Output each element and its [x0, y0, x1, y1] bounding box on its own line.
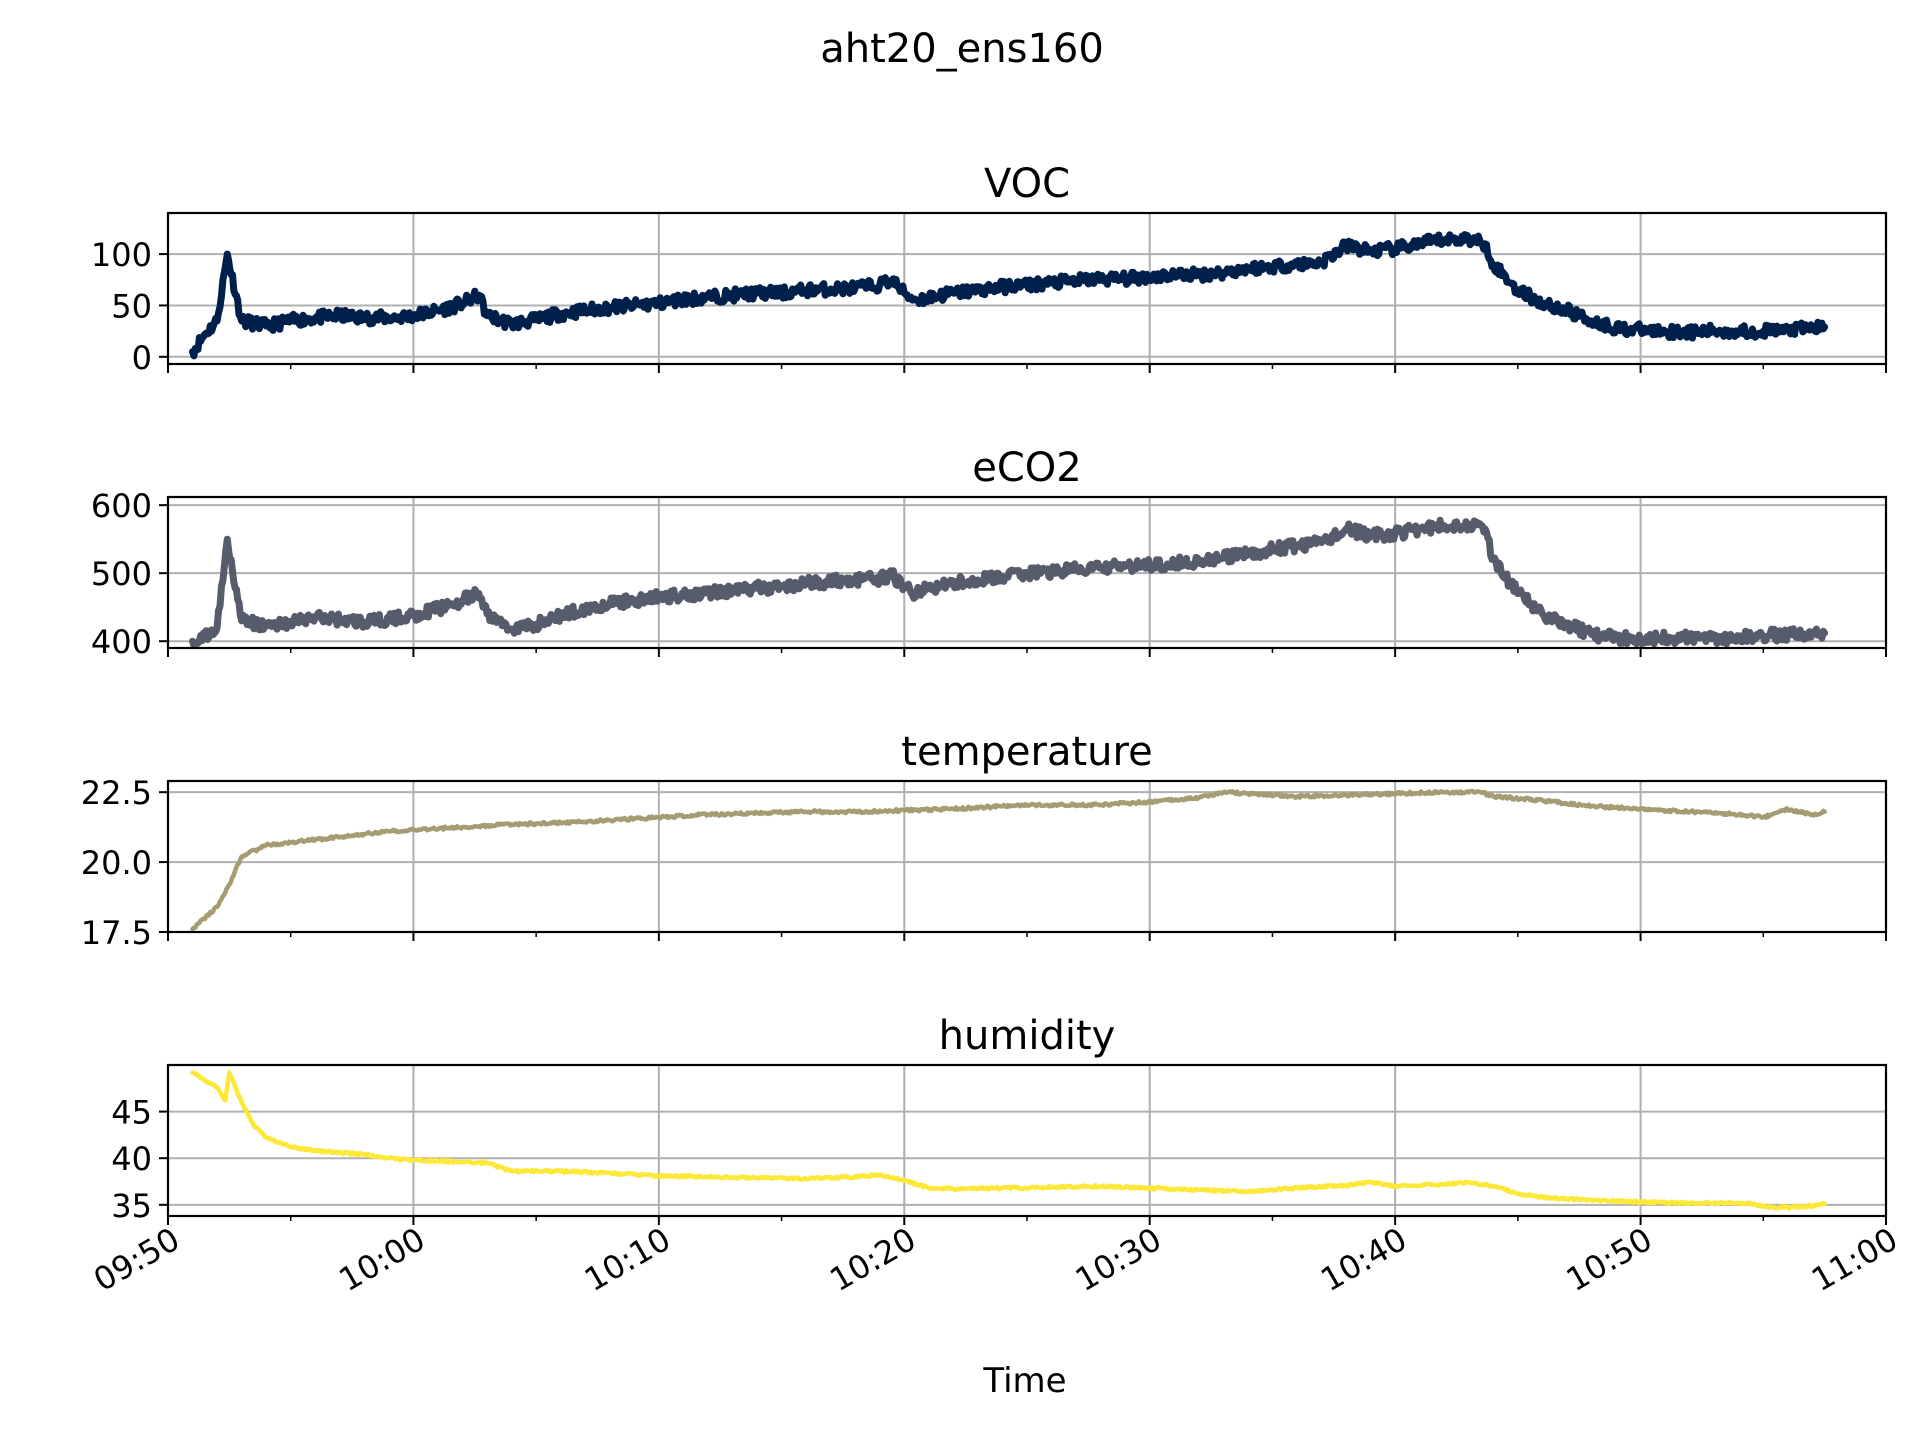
series-line-voc — [189, 231, 1829, 360]
y-tick-label: 600 — [91, 487, 152, 525]
y-tick-label: 45 — [111, 1094, 152, 1132]
subplot-temperature: temperature 17.5 20.0 22.5 — [81, 729, 1888, 952]
axes-frame — [166, 779, 1888, 934]
y-tick-label: 500 — [91, 555, 152, 593]
y-tick-label: 400 — [91, 623, 152, 661]
subplot-title: VOC — [984, 161, 1070, 207]
series-line-humidity — [190, 1070, 1827, 1211]
subplot-voc: VOC 0 50 100 — [91, 161, 1888, 377]
axes-frame — [166, 1063, 1888, 1218]
subplot-title: humidity — [939, 1013, 1116, 1059]
x-axis-label: Time — [982, 1361, 1066, 1401]
y-tick-label: 50 — [111, 287, 152, 325]
y-tick-label: 20.0 — [81, 844, 152, 882]
subplot-title: eCO2 — [972, 445, 1081, 491]
y-tick-label: 100 — [91, 236, 152, 274]
subplot-eco2: eCO2 400 500 600 — [91, 445, 1888, 661]
y-tick-label: 0 — [132, 339, 152, 377]
figure-title: aht20_ens160 — [820, 26, 1104, 72]
axes-frame — [166, 211, 1888, 366]
y-tick-label: 35 — [111, 1187, 152, 1225]
series-line-temperature — [190, 788, 1827, 932]
axes-frame — [166, 495, 1888, 650]
y-tick-label: 22.5 — [81, 774, 152, 812]
series-line-eco2 — [189, 516, 1829, 650]
subplot-title: temperature — [901, 729, 1152, 775]
y-tick-label: 17.5 — [81, 914, 152, 952]
y-tick-label: 40 — [111, 1140, 152, 1178]
